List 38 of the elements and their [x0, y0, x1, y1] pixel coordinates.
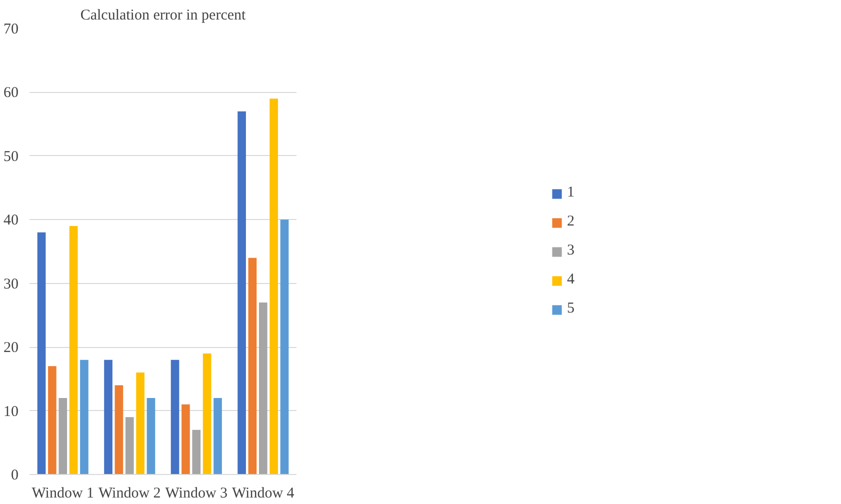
y-tick-label: 70: [4, 22, 18, 38]
y-tick-label: 10: [4, 404, 18, 420]
legend-label: 2: [567, 214, 576, 230]
bar: [48, 366, 56, 474]
chart-title: Calculation error in percent: [80, 8, 247, 24]
bar: [114, 385, 124, 474]
legend-label: 3: [567, 242, 576, 260]
bar: [80, 360, 88, 474]
bar: [125, 417, 134, 474]
bar: [37, 232, 46, 474]
y-tick-label: 40: [4, 212, 18, 229]
legend-label: 1: [567, 184, 576, 202]
bar: [136, 372, 144, 474]
x-tick-label: Window 1: [32, 486, 94, 502]
y-tick-label: 20: [4, 340, 18, 356]
x-tick-label: Window 4: [232, 486, 295, 502]
legend-label: 4: [567, 272, 576, 288]
bar: [248, 258, 257, 474]
bar: [280, 220, 289, 474]
bar: [170, 360, 180, 474]
bar: [146, 398, 156, 474]
bar: [182, 404, 190, 474]
y-tick-label: 50: [4, 148, 18, 165]
y-tick-label: 60: [4, 85, 18, 102]
bar: [69, 226, 78, 474]
bar: [104, 360, 112, 474]
bar: [214, 398, 222, 474]
y-tick-label: 30: [4, 276, 18, 292]
bar: [58, 398, 68, 474]
legend-label: 5: [567, 300, 576, 318]
bar: [192, 430, 201, 474]
x-tick-label: Window 3: [165, 486, 228, 502]
bar: [258, 302, 268, 474]
x-tick-label: Window 2: [98, 486, 161, 502]
bar: [270, 98, 278, 474]
y-tick-label: 0: [11, 468, 18, 484]
bar: [238, 111, 246, 474]
bar: [202, 353, 212, 474]
